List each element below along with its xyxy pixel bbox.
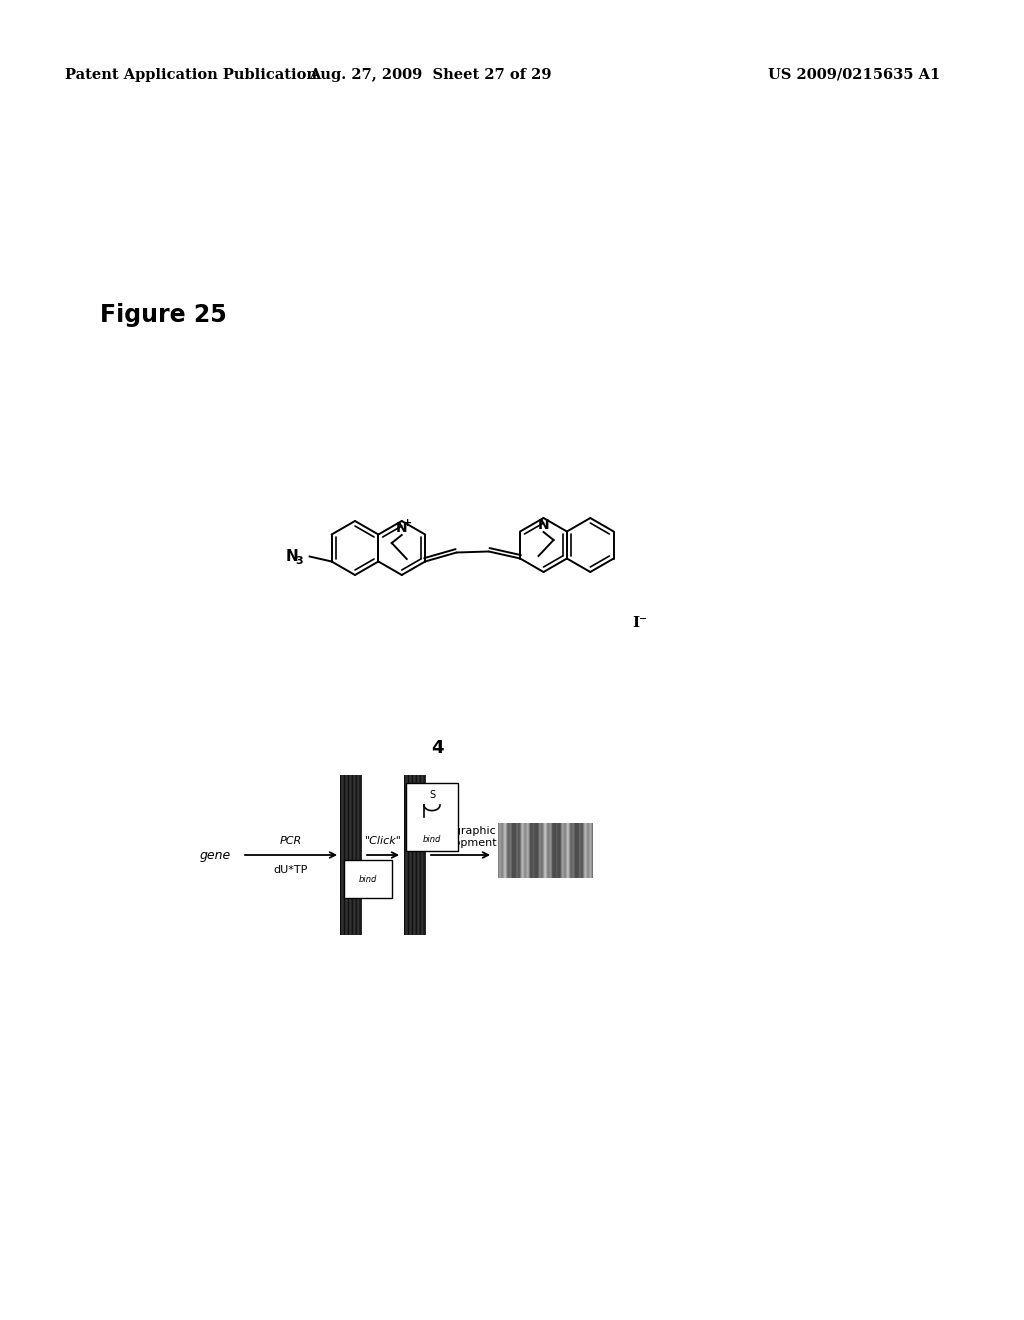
Text: gene: gene xyxy=(200,849,230,862)
Text: N: N xyxy=(538,517,549,532)
Text: PCR: PCR xyxy=(280,836,302,846)
Text: I⁻: I⁻ xyxy=(633,616,647,630)
Bar xyxy=(498,822,593,878)
Text: Figure 25: Figure 25 xyxy=(100,304,226,327)
Text: N: N xyxy=(396,521,408,535)
Text: Photographic
development: Photographic development xyxy=(423,826,497,847)
Text: Patent Application Publication: Patent Application Publication xyxy=(65,69,317,82)
Bar xyxy=(406,783,458,851)
Text: "Click": "Click" xyxy=(365,836,401,846)
Text: 4: 4 xyxy=(431,739,443,756)
Text: Aug. 27, 2009  Sheet 27 of 29: Aug. 27, 2009 Sheet 27 of 29 xyxy=(309,69,551,82)
Text: bind: bind xyxy=(358,874,377,883)
Text: +: + xyxy=(403,517,413,528)
Text: 4: 4 xyxy=(379,862,387,875)
Text: S: S xyxy=(429,789,435,800)
Text: N: N xyxy=(286,549,298,564)
Bar xyxy=(344,861,392,898)
Text: dU*TP: dU*TP xyxy=(273,865,308,875)
Text: US 2009/0215635 A1: US 2009/0215635 A1 xyxy=(768,69,940,82)
Text: 3: 3 xyxy=(296,557,303,566)
Text: bind: bind xyxy=(423,834,441,843)
